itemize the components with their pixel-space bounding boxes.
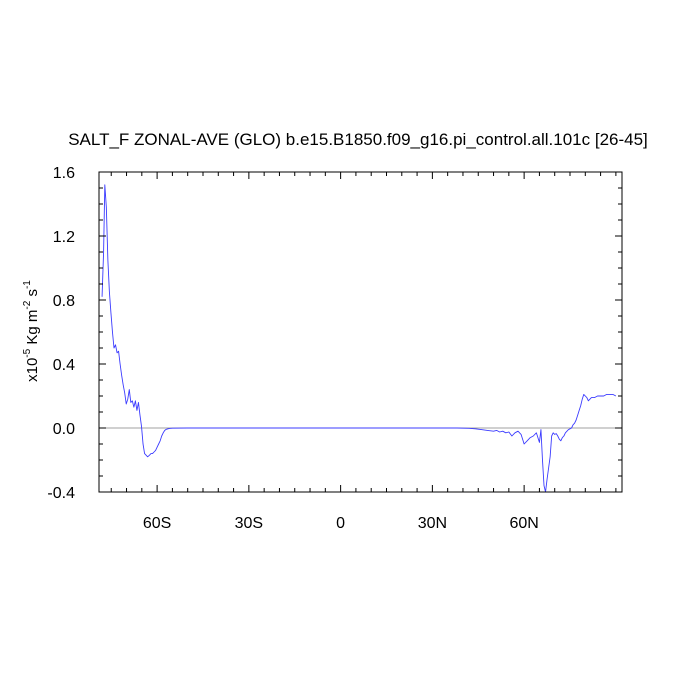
y-tick-label: 0.8 [53,293,75,310]
y-tick-label: 1.2 [53,229,75,246]
x-tick-label: 30S [235,515,263,532]
y-tick-label: -0.4 [47,485,75,502]
y-tick-label: 0.4 [53,357,75,374]
y-tick-label: 1.6 [53,165,75,182]
y-tick-label: 0.0 [53,421,75,438]
plot-frame [98,171,623,493]
x-tick-label: 30N [418,515,447,532]
x-tick-label: 60S [143,515,171,532]
y-axis-label: x10-5 Kg m-2 s-1 [22,280,41,382]
axes: 60S 30S 0 30N 60N -0.4 0.0 0.4 0.8 1.2 1.6 [47,165,623,532]
plot-area [99,184,622,493]
chart-title: SALT_F ZONAL-AVE (GLO) b.e15.B1850.f09_g… [68,130,648,149]
x-tick-label: 0 [336,515,345,532]
data-series-line-0 [101,184,617,493]
x-tick-label: 60N [509,515,538,532]
